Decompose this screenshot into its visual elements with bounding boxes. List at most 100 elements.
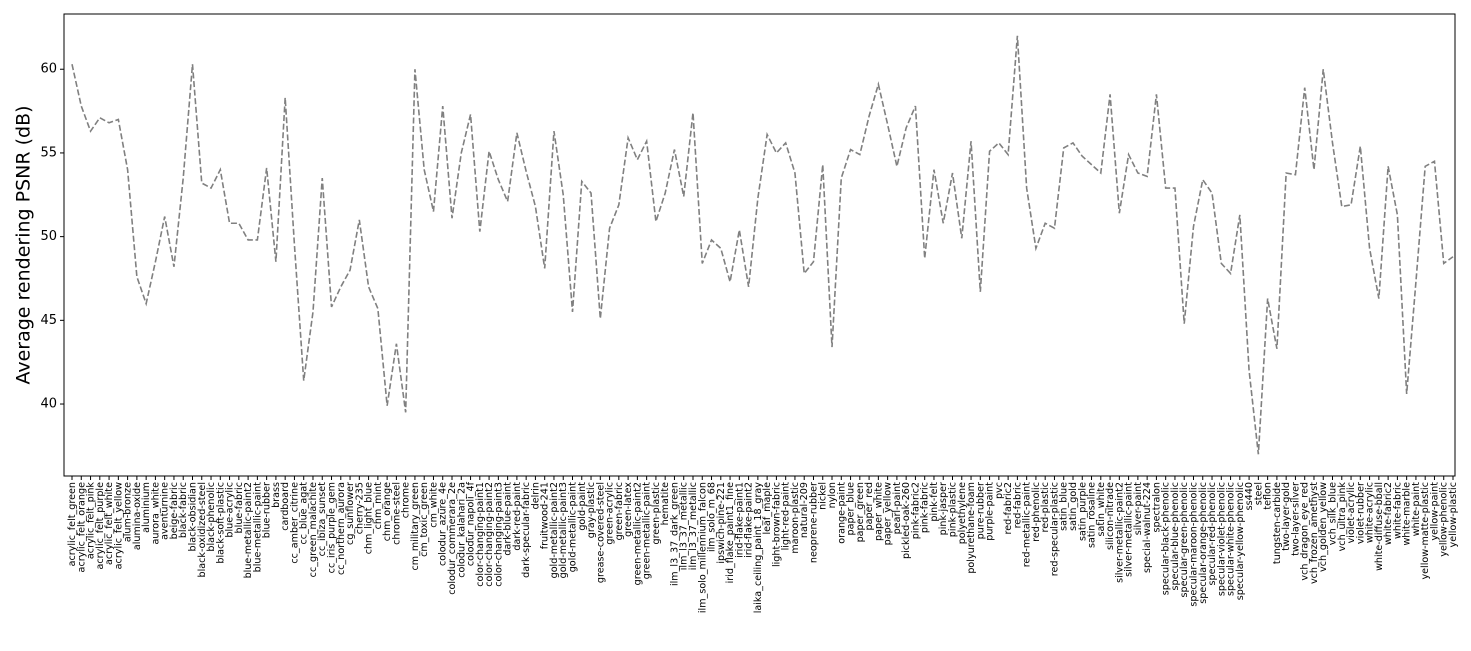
y-tick-label: 60 [40,62,57,77]
x-tick-label: violet-acrylic [1346,482,1357,543]
x-tick-label: silicon-nitrade [1105,482,1116,550]
x-tick-label: blue-rubber [262,482,273,538]
x-tick-label: white-paint [1411,482,1422,536]
x-tick-label: gold-metallic-paint2 [549,482,560,578]
x-tick-label: satin_white [1096,482,1107,537]
x-tick-label: two-layer-gold [1281,482,1292,551]
x-tick-label: specular-orange-phenolic [1198,482,1209,604]
x-tick-label: green-latex [623,482,634,537]
x-tick-label: ilm_l3_37_metallic [679,482,690,570]
x-tick-label: gray-plastic [586,482,597,538]
x-tick-label: cm_military_green [410,482,421,571]
x-tick-label: silver-metallic-paint2 [1114,482,1125,583]
x-tick-label: chm_light_blue [364,482,375,554]
x-tick-label: pure-rubber [975,482,986,539]
x-tick-label: ilm_l3_37_dark_green [669,482,680,586]
x-tick-label: white-acrylic [1365,482,1376,543]
x-tick-label: spectralon [1151,482,1162,532]
y-tick-label: 40 [40,397,57,412]
x-tick-label: teflon [1263,482,1274,510]
x-tick-label: red-specular-plastic [1049,482,1060,576]
x-tick-label: pink-fabric [920,482,931,533]
x-tick-label: alumina-oxide [132,482,143,550]
x-tick-label: specular-maroon-phenolic [1188,482,1199,607]
x-tick-label: green-acrylic [605,482,616,545]
x-tick-label: yellow-plastic [1448,482,1459,547]
x-tick-label: specular-black-phenolic [1161,482,1172,595]
x-tick-label: specular-blue-phenolic [1170,482,1181,591]
x-tick-label: specular-green-phenolic [1179,482,1190,597]
x-tick-label: paper_red [864,482,875,530]
x-tick-label: cardboard [280,482,291,531]
x-tick-label: polyethylene [957,482,968,544]
x-tick-label: orange-paint [836,482,847,544]
x-tick-label: satin_purple [1077,482,1088,541]
x-tick-label: brass [271,482,282,508]
x-tick-label: paper_white [873,482,884,541]
x-tick-label: neoprene-rubber [808,482,819,563]
x-tick-label: green-metallic-paint2 [632,482,643,585]
x-tick-label: acrylic_felt_white [104,482,115,565]
x-tick-label: ss440 [1244,482,1255,510]
x-tick-label: satin_rosaline [1087,482,1098,548]
x-tick-label: pickled-oak-260 [901,482,912,559]
x-tick-label: dark-specular-fabric [521,482,532,578]
x-tick-label: gold-metallic-paint [567,482,578,573]
x-tick-label: tungsten-carbide [1272,482,1283,564]
x-tick-label: yellow-matte-plastic [1420,482,1431,580]
x-tick-label: laika_ceiling_paint_18_gray [753,482,764,614]
x-tick-label: ilm_l3_37_metallic [688,482,699,570]
x-tick-label: green-plastic [651,482,662,545]
x-tick-label: irid-flake-paint2 [744,482,755,558]
data-line [71,35,1454,455]
x-tick-label: blue-metallic-paint [252,482,263,573]
x-tick-label: red-metallic-paint [1022,482,1033,568]
x-tick-label: acrylic_felt_yellow [113,482,124,569]
y-tick-label: 50 [40,229,57,244]
x-tick-label: color-changing-paint1 [475,482,486,587]
x-tick-label: colodur_kalahari_2a [456,482,467,578]
x-tick-label: green-fabric [614,482,625,540]
x-tick-label: gold-paint [577,482,588,531]
x-tick-label: pvc [994,482,1005,499]
x-tick-label: light-red-paint [781,482,792,551]
x-tick-label: cherry-235 [354,482,365,534]
x-tick-label: acrylic_felt_purple [95,482,106,570]
x-tick-label: colodur_commerara_2e [447,482,458,595]
x-tick-label: red-plastic [1040,482,1051,533]
x-tick-label: beige-fabric [169,482,180,539]
x-tick-label: red-fabric [1012,482,1023,528]
x-tick-label: cc_amber_citrine [289,482,300,564]
x-tick-label: cm_white [428,482,439,528]
x-tick-label: dark-blue-paint [503,482,514,556]
x-tick-label: fruitwood-241 [540,482,551,549]
x-tick-label: maroon-plastic [790,482,801,554]
x-tick-label: acrylic_felt_orange [76,482,87,573]
x-tick-label: chm_mint [373,482,384,530]
x-tick-label: alum-bronze [123,482,134,542]
x-tick-label: ilm_solo_millennium_falcon [697,482,708,613]
plot-frame [63,13,1456,477]
x-tick-label: specular-yellow-phenolic [1235,482,1246,600]
x-tick-label: white-diffuse-bball [1374,482,1385,571]
x-tick-label: color-changing-paint3 [493,482,504,587]
x-tick-label: white-marble [1402,482,1413,546]
x-tick-label: color-changing-paint2 [484,482,495,587]
x-tick-label: leaf_maple [762,482,773,535]
x-tick-label: red-fabric2 [1003,482,1014,535]
x-tick-label: pink-felt [929,482,940,522]
x-tick-label: blue-metallic-paint2 [243,482,254,578]
y-axis-label: Average rendering PSNR (dB) [13,105,35,384]
x-tick-label: silver-paint [1133,482,1144,535]
x-tick-label: paper_green [855,482,866,542]
x-tick-label: special-walnut-224 [1142,482,1153,573]
x-tick-label: two-layer-silver [1290,482,1301,556]
x-tick-label: silver-metallic-paint [1124,482,1135,577]
x-tick-label: pink-plastic [948,482,959,537]
x-tick-label: ilm_solo_m_68 [707,482,718,552]
x-tick-label: violet-rubber [1355,482,1366,544]
x-tick-label: pink-fabric2 [910,482,921,539]
x-tick-label: dark-red-paint [512,482,523,551]
x-tick-label: black-soft-plastic [215,482,226,564]
